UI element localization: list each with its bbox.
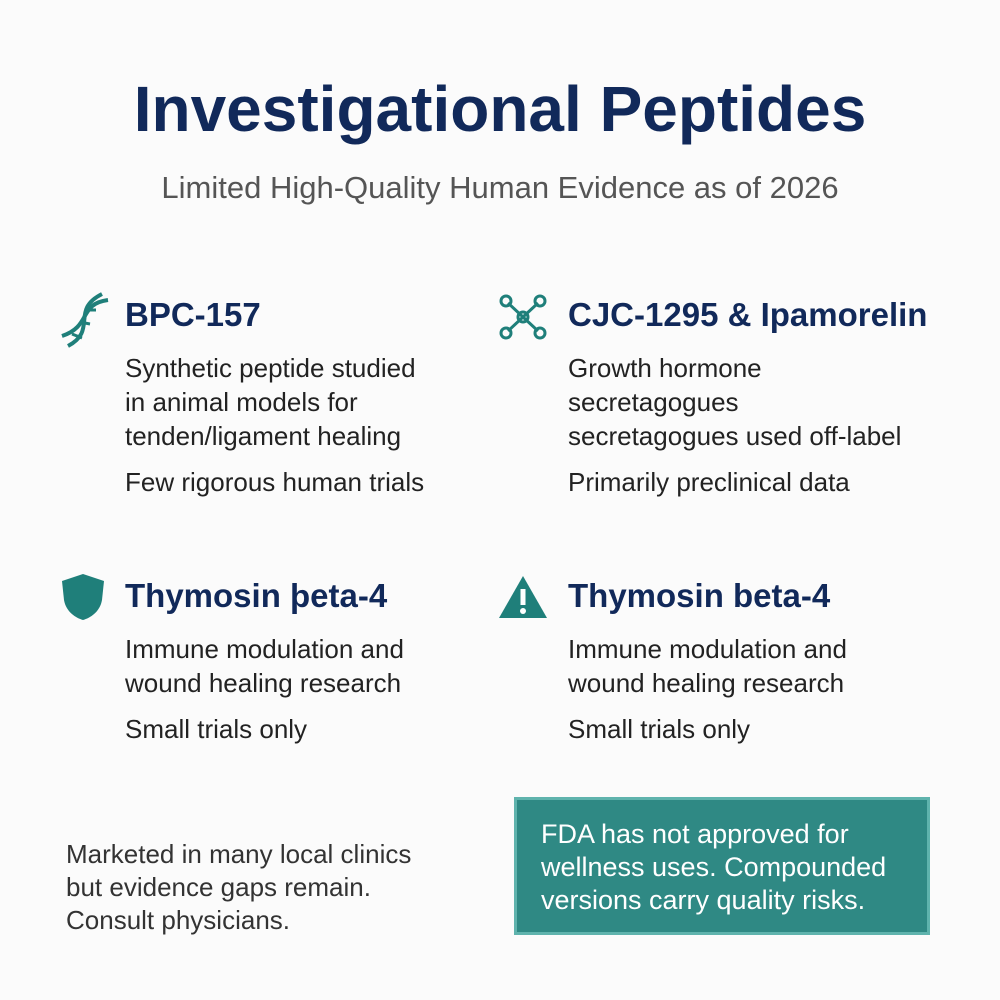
item-note: Small trials only (568, 714, 751, 744)
warning-box: FDA has not approved for wellness uses. C… (514, 797, 930, 935)
shield-icon (62, 574, 104, 620)
warning-line: FDA has not approved for (541, 819, 849, 849)
item-line: Synthetic peptide studied (125, 353, 416, 383)
item-note: Few rigorous human trials (125, 467, 425, 497)
item-line: secretagogues used off-label (568, 421, 902, 451)
item-line: wound healing research (568, 668, 845, 698)
warning-icon (499, 576, 547, 618)
item-line: wound healing research (125, 668, 402, 698)
footer-line: Marketed in many local clinics (66, 839, 412, 869)
item-line: in animal models for (125, 387, 358, 417)
item-note: Small trials only (125, 714, 308, 744)
warning-line: versions carry quality risks. (541, 885, 866, 915)
item-title: CJC-1295 & Ipamorelin (568, 296, 928, 333)
item-line: Growth hormone (568, 353, 762, 383)
item-line: tenden/ligament healing (125, 421, 402, 451)
item-note: Primarily preclinical data (568, 467, 850, 497)
warning-line: wellness uses. Compounded (541, 852, 887, 882)
item-title: BPC-157 (125, 296, 261, 333)
item-line: Immune modulation and (568, 634, 847, 664)
item-title: Thymosin beta-4 (568, 577, 831, 614)
molecule-icon (499, 294, 547, 340)
footer-line: Consult physicians. (66, 905, 290, 935)
footer-line: but evidence gaps remain. (66, 872, 371, 902)
title: Investigational Peptides (133, 73, 867, 145)
subtitle: Limited High-Quality Human Evidence as o… (161, 170, 839, 205)
dna-icon (61, 292, 109, 348)
item-line: Immune modulation and (125, 634, 404, 664)
item-title: Thymosin þeta-4 (125, 577, 388, 614)
item-line: secretagogues (568, 387, 739, 417)
